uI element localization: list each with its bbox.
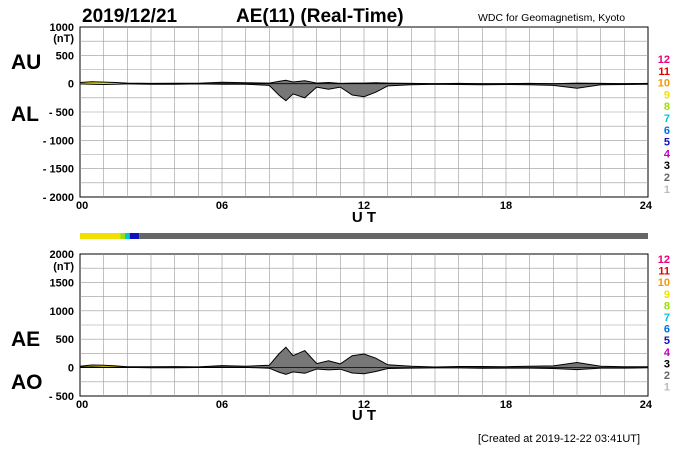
station-count-label: 7	[664, 312, 670, 324]
x-tick-label: 12	[358, 399, 370, 411]
lower-y-tick-labels: 2000 1500 1000 500 0 - 500	[49, 249, 74, 403]
station-count-label: 5	[664, 137, 670, 149]
station-count-label: 9	[664, 89, 670, 101]
y-tick-label: 1500	[50, 277, 74, 289]
ae-series-label: AE	[11, 328, 40, 351]
x-tick-label: 24	[640, 399, 653, 411]
station-count-label: 6	[664, 324, 670, 336]
upper-x-tick-labels: 00 06 12 18 24	[76, 200, 653, 212]
y-tick-label: 500	[56, 334, 74, 346]
station-count-label: 8	[664, 101, 670, 113]
source-label: WDC for Geomagnetism, Kyoto	[478, 12, 625, 24]
y-tick-label: - 1500	[43, 164, 74, 176]
station-count-label: 12	[658, 54, 670, 66]
station-count-label: 5	[664, 335, 670, 347]
y-tick-label: 500	[56, 50, 74, 62]
lower-x-axis-title: U T	[352, 407, 376, 424]
station-count-label: 3	[664, 160, 670, 172]
series-line-ae	[79, 346, 648, 368]
station-count-label: 10	[658, 78, 670, 90]
upper-y-unit: (nT)	[53, 33, 74, 45]
x-tick-label: 00	[76, 200, 88, 212]
y-tick-label: 1000	[50, 306, 74, 318]
station-bar-segment	[124, 233, 130, 239]
y-tick-label: - 2000	[43, 192, 74, 204]
x-tick-label: 18	[500, 200, 512, 212]
upper-x-axis-title: U T	[352, 209, 376, 226]
au-series-label: AU	[11, 51, 41, 74]
station-bar-segment	[139, 233, 648, 239]
upper-lines	[79, 79, 649, 102]
station-count-label: 10	[658, 277, 670, 289]
x-tick-label: 24	[640, 200, 653, 212]
station-count-label: 11	[658, 66, 670, 78]
lower-panel-ae-ao: 2000 1500 1000 500 0 - 500 00 06 12 18 24 (nT) U …	[11, 249, 653, 424]
station-count-label: 11	[658, 266, 670, 278]
ao-series-label: AO	[11, 371, 43, 394]
x-tick-label: 06	[216, 399, 228, 411]
station-bar-segment	[129, 233, 140, 239]
x-tick-label: 00	[76, 399, 88, 411]
created-timestamp: [Created at 2019-12-22 03:41UT]	[478, 433, 640, 445]
lower-x-tick-labels: 00 06 12 18 24	[76, 399, 653, 411]
station-count-label: 2	[664, 172, 670, 184]
lower-lines	[79, 346, 649, 375]
x-tick-label: 06	[216, 200, 228, 212]
upper-grid	[80, 27, 648, 197]
series-line-ao	[79, 366, 649, 375]
station-bar-segment	[120, 233, 125, 239]
lower-y-unit: (nT)	[53, 261, 74, 273]
x-tick-label: 18	[500, 399, 512, 411]
station-count-label: 1	[664, 382, 670, 394]
station-count-label: 6	[664, 125, 670, 137]
upper-panel-au-al: 1000 500 0 - 500 - 1000 - 1500 - 2000 00 06 12 18…	[11, 22, 653, 226]
station-count-label: 2	[664, 370, 670, 382]
al-series-label: AL	[11, 103, 39, 126]
chart-title: AE(11) (Real-Time)	[236, 6, 404, 27]
y-tick-label: - 500	[49, 391, 74, 403]
station-count-label: 7	[664, 113, 670, 125]
x-tick-label: 12	[358, 200, 370, 212]
station-count-label: 4	[664, 148, 671, 160]
y-tick-label: - 500	[49, 107, 74, 119]
y-tick-label: 2000	[50, 249, 74, 261]
station-count-label: 4	[664, 347, 671, 359]
y-tick-label: 0	[68, 363, 74, 375]
y-tick-label: - 1000	[43, 135, 74, 147]
station-count-bar	[80, 233, 648, 239]
band-fill-au-al	[80, 80, 648, 101]
station-count-label: 1	[664, 184, 670, 196]
series-line-au	[79, 79, 649, 85]
upper-y-tick-labels: 1000 500 0 - 500 - 1000 - 1500 - 2000	[43, 22, 74, 204]
date-label: 2019/12/21	[82, 6, 178, 27]
y-tick-label: 0	[68, 79, 74, 91]
station-bar-segment	[80, 233, 121, 239]
station-count-label: 12	[658, 254, 670, 266]
station-count-label: 9	[664, 289, 670, 301]
series-line-al	[79, 83, 649, 102]
lower-grid	[80, 254, 648, 396]
station-count-label: 3	[664, 358, 670, 370]
y-tick-label: 1000	[50, 22, 74, 34]
station-count-label: 8	[664, 300, 670, 312]
